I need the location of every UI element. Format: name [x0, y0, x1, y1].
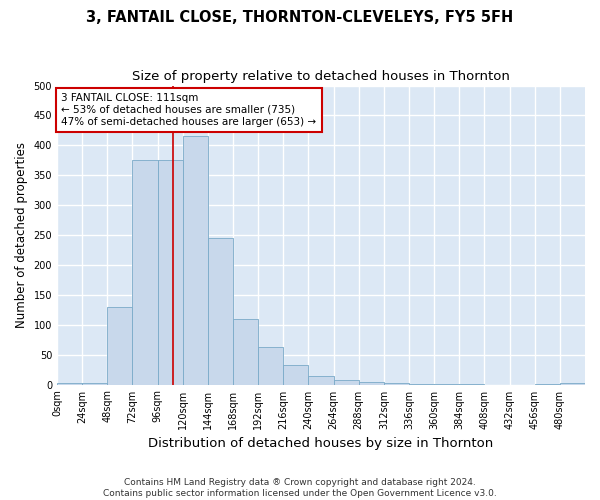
Title: Size of property relative to detached houses in Thornton: Size of property relative to detached ho… — [132, 70, 510, 83]
Bar — [133, 160, 158, 384]
Bar — [560, 383, 585, 384]
Text: 3, FANTAIL CLOSE, THORNTON-CLEVELEYS, FY5 5FH: 3, FANTAIL CLOSE, THORNTON-CLEVELEYS, FY… — [86, 10, 514, 25]
X-axis label: Distribution of detached houses by size in Thornton: Distribution of detached houses by size … — [148, 437, 494, 450]
Bar — [359, 382, 384, 384]
Text: Contains HM Land Registry data ® Crown copyright and database right 2024.
Contai: Contains HM Land Registry data ® Crown c… — [103, 478, 497, 498]
Bar — [208, 238, 233, 384]
Bar — [258, 347, 283, 385]
Bar — [308, 376, 334, 384]
Bar — [334, 380, 359, 384]
Y-axis label: Number of detached properties: Number of detached properties — [15, 142, 28, 328]
Bar — [107, 307, 133, 384]
Bar — [183, 136, 208, 384]
Text: 3 FANTAIL CLOSE: 111sqm
← 53% of detached houses are smaller (735)
47% of semi-d: 3 FANTAIL CLOSE: 111sqm ← 53% of detache… — [61, 94, 316, 126]
Bar — [158, 160, 183, 384]
Bar — [233, 319, 258, 384]
Bar — [283, 365, 308, 384]
Bar — [57, 383, 82, 384]
